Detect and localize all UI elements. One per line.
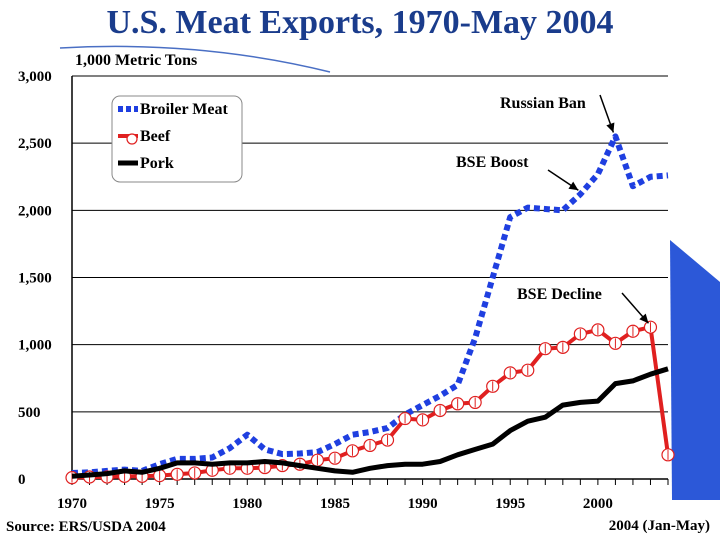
x-tick-label: 1990	[408, 496, 438, 512]
annotation-arrowhead	[568, 181, 579, 191]
y-tick-label: 1,500	[18, 271, 52, 287]
source-note: Source: ERS/USDA 2004	[6, 519, 166, 535]
series-line-pork	[71, 366, 669, 479]
annotation-arrowhead	[606, 122, 615, 133]
series-lines	[65, 133, 675, 485]
legend: Broiler Meat Beef Pork	[111, 95, 243, 183]
x-tick-label: 1975	[145, 496, 175, 512]
y-tick-label: 1,000	[18, 338, 52, 354]
annotation-text: BSE Boost	[456, 154, 529, 171]
x-tick-label: 2000	[583, 496, 613, 512]
x-tick-label: 1980	[232, 496, 262, 512]
decorative-swoosh	[59, 45, 331, 73]
y-axis-label: 1,000 Metric Tons	[75, 52, 198, 69]
y-tick-label: 2,500	[18, 136, 52, 152]
legend-label-pork: Pork	[140, 155, 174, 172]
legend-label-broiler-meat: Broiler Meat	[140, 101, 228, 118]
x-tick-label: 1995	[495, 496, 525, 512]
legend-marker	[126, 133, 138, 145]
y-tick-label: 0	[18, 472, 26, 488]
x-tick-label: 1970	[57, 496, 87, 512]
y-tick-label: 500	[18, 405, 41, 421]
annotation-text: Russian Ban	[500, 95, 586, 112]
chart-title: U.S. Meat Exports, 1970-May 2004	[106, 4, 614, 41]
x-tick-label: 1985	[320, 496, 350, 512]
annotations: Russian Ban BSE Boost BSE Decline	[456, 94, 650, 324]
legend-label-beef: Beef	[140, 128, 171, 145]
decorative-corner	[670, 240, 720, 500]
axes: 0 500 1,000 1,500 2,000 2,500 3,000 1970 1975 198…	[18, 69, 710, 534]
x-tick-label-last: 2004 (Jan-May)	[609, 518, 710, 534]
annotation-arrowhead	[639, 313, 649, 324]
legend-box	[111, 95, 243, 183]
y-tick-label: 3,000	[18, 69, 52, 85]
series-line-broiler-meat	[71, 133, 669, 476]
y-tick-label: 2,000	[18, 203, 52, 219]
annotation-text: BSE Decline	[517, 286, 602, 303]
